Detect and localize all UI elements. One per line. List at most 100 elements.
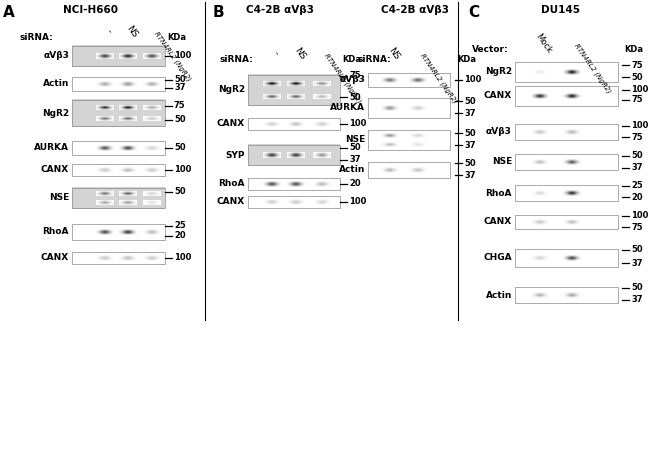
Bar <box>515 215 618 229</box>
Bar <box>515 287 618 303</box>
Text: KDa: KDa <box>342 55 361 64</box>
Bar <box>72 164 165 176</box>
Text: siRNA:: siRNA: <box>220 55 254 64</box>
Bar <box>72 252 165 264</box>
Text: KDa: KDa <box>624 46 643 55</box>
Bar <box>248 144 340 166</box>
Bar <box>515 124 618 140</box>
Text: 75: 75 <box>631 133 643 142</box>
Bar <box>72 77 165 91</box>
Text: KDa: KDa <box>167 33 186 42</box>
Text: 37: 37 <box>631 295 642 304</box>
Text: 100: 100 <box>464 75 482 84</box>
Text: RTN4RL2 (NgR2): RTN4RL2 (NgR2) <box>419 52 458 104</box>
Text: 75: 75 <box>631 222 643 231</box>
Text: 100: 100 <box>349 120 367 129</box>
Bar <box>72 188 165 208</box>
Text: 50: 50 <box>349 92 361 101</box>
Text: 50: 50 <box>631 284 643 293</box>
Text: CHGA: CHGA <box>484 253 512 262</box>
Text: CANX: CANX <box>484 217 512 226</box>
Text: RhoA: RhoA <box>42 227 69 236</box>
Text: CANX: CANX <box>216 120 245 129</box>
Text: siRNA:: siRNA: <box>358 55 392 64</box>
Text: 25: 25 <box>631 181 643 190</box>
Text: 37: 37 <box>464 109 476 118</box>
Text: 75: 75 <box>349 72 361 80</box>
Text: NSE: NSE <box>492 157 512 166</box>
Text: NS: NS <box>386 46 401 61</box>
Bar <box>515 86 618 106</box>
Text: NS: NS <box>292 46 307 61</box>
Text: SYP: SYP <box>226 151 245 160</box>
Text: 25: 25 <box>174 221 186 230</box>
Text: 50: 50 <box>174 75 186 84</box>
Text: 37: 37 <box>174 83 185 92</box>
Text: 100: 100 <box>174 51 191 60</box>
Text: 100: 100 <box>631 212 649 221</box>
Text: Vector:: Vector: <box>472 46 508 55</box>
Bar <box>368 73 450 87</box>
Bar <box>515 185 618 201</box>
Text: 100: 100 <box>174 253 191 262</box>
Bar <box>248 178 340 190</box>
Bar <box>515 62 618 82</box>
Text: αVβ3: αVβ3 <box>43 51 69 60</box>
Text: Actin: Actin <box>339 166 365 175</box>
Text: αVβ3: αVβ3 <box>339 75 365 84</box>
Text: 50: 50 <box>464 129 476 138</box>
Text: 100: 100 <box>349 198 367 207</box>
Text: NgR2: NgR2 <box>485 68 512 77</box>
Text: 37: 37 <box>349 156 361 165</box>
Bar <box>72 224 165 240</box>
Text: NCI-H660: NCI-H660 <box>62 5 118 15</box>
Text: NSE: NSE <box>344 135 365 144</box>
Text: 20: 20 <box>349 179 361 189</box>
Text: 37: 37 <box>464 141 476 149</box>
Text: C4-2B αVβ3: C4-2B αVβ3 <box>381 5 449 15</box>
Text: C: C <box>468 5 479 20</box>
Text: NSE: NSE <box>49 193 69 202</box>
Text: A: A <box>3 5 15 20</box>
Text: CANX: CANX <box>41 166 69 175</box>
Text: CANX: CANX <box>41 253 69 262</box>
Text: 37: 37 <box>631 164 642 172</box>
Text: 75: 75 <box>174 101 186 110</box>
Bar <box>72 100 165 126</box>
Text: RTN4RL2 (NgR2): RTN4RL2 (NgR2) <box>573 42 612 94</box>
Text: NgR2: NgR2 <box>218 86 245 95</box>
Text: αVβ3: αVβ3 <box>486 128 512 137</box>
Text: AURKA: AURKA <box>330 103 365 112</box>
Text: 50: 50 <box>631 73 643 82</box>
Text: -: - <box>271 50 280 57</box>
Text: RhoA: RhoA <box>218 179 245 189</box>
Text: NS: NS <box>124 24 139 39</box>
Text: 50: 50 <box>174 188 186 197</box>
Bar <box>515 154 618 170</box>
Text: 50: 50 <box>349 143 361 152</box>
Text: AURKA: AURKA <box>34 143 69 152</box>
Bar <box>72 99 165 127</box>
Bar <box>248 118 340 130</box>
Text: Actin: Actin <box>486 290 512 299</box>
Text: B: B <box>213 5 225 20</box>
Text: Actin: Actin <box>43 79 69 88</box>
Text: DU145: DU145 <box>541 5 580 15</box>
Text: CANX: CANX <box>216 198 245 207</box>
Bar <box>248 75 340 105</box>
Text: 50: 50 <box>174 143 186 152</box>
Text: RTN4RL2 (NgR2): RTN4RL2 (NgR2) <box>153 30 192 83</box>
Bar <box>248 145 340 165</box>
Bar <box>248 196 340 208</box>
Bar <box>368 130 450 150</box>
Text: 50: 50 <box>631 152 643 161</box>
Bar <box>72 46 165 66</box>
Text: RTN4RL2 (NgR2): RTN4RL2 (NgR2) <box>323 52 362 104</box>
Text: 50: 50 <box>464 158 476 167</box>
Text: NgR2: NgR2 <box>42 109 69 118</box>
Bar <box>515 249 618 267</box>
Text: 100: 100 <box>174 166 191 175</box>
Text: 37: 37 <box>464 170 476 179</box>
Text: -: - <box>104 28 113 35</box>
Text: 37: 37 <box>631 258 642 267</box>
